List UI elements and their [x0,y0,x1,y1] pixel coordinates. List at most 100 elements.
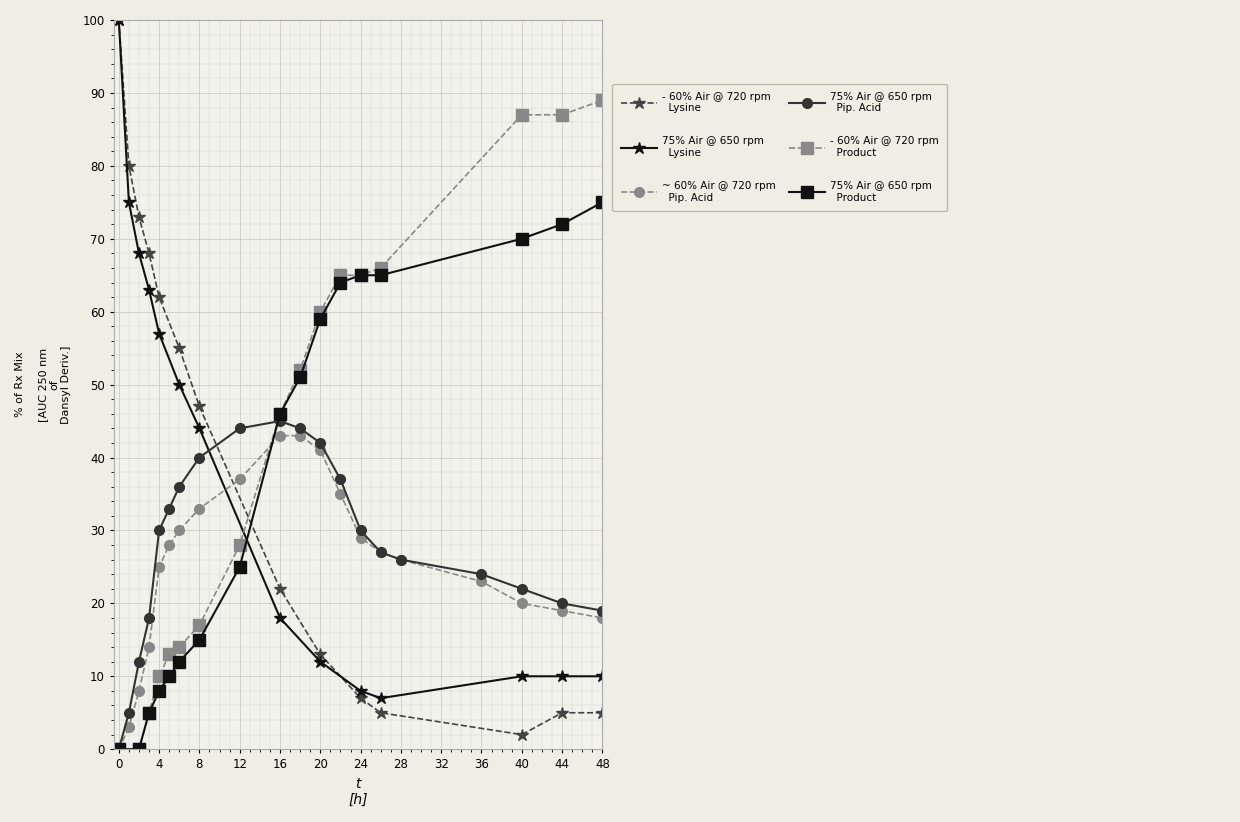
~ 60% Air @ 720 rpm
  Pip. Acid [334,489,348,499]
75% Air @ 650 rpm
  Lysine [353,686,368,695]
- 60% Air @ 720 rpm
  Lysine [112,15,126,25]
75% Air @ 650 rpm
  Pip. Acid [595,606,610,616]
~ 60% Air @ 720 rpm
  Pip. Acid [595,613,610,623]
- 60% Air @ 720 rpm
  Product [515,110,529,120]
X-axis label: t
[h]: t [h] [348,777,368,807]
- 60% Air @ 720 rpm
  Product [373,263,388,273]
- 60% Air @ 720 rpm
  Lysine [151,292,166,302]
75% Air @ 650 rpm
  Product [273,409,288,418]
- 60% Air @ 720 rpm
  Product [151,672,166,681]
~ 60% Air @ 720 rpm
  Pip. Acid [232,474,247,484]
75% Air @ 650 rpm
  Lysine [141,285,156,295]
75% Air @ 650 rpm
  Lysine [373,693,388,703]
~ 60% Air @ 720 rpm
  Pip. Acid [554,606,569,616]
- 60% Air @ 720 rpm
  Product [141,708,156,718]
~ 60% Air @ 720 rpm
  Pip. Acid [141,642,156,652]
75% Air @ 650 rpm
  Lysine [151,329,166,339]
75% Air @ 650 rpm
  Lysine [192,423,207,433]
- 60% Air @ 720 rpm
  Product [192,621,207,630]
75% Air @ 650 rpm
  Lysine [122,197,136,207]
75% Air @ 650 rpm
  Pip. Acid [353,525,368,535]
~ 60% Air @ 720 rpm
  Pip. Acid [192,504,207,514]
- 60% Air @ 720 rpm
  Product [172,642,187,652]
75% Air @ 650 rpm
  Pip. Acid [232,423,247,433]
75% Air @ 650 rpm
  Pip. Acid [554,598,569,608]
75% Air @ 650 rpm
  Product [312,314,327,324]
- 60% Air @ 720 rpm
  Lysine [122,161,136,171]
Line: ~ 60% Air @ 720 rpm
  Pip. Acid: ~ 60% Air @ 720 rpm Pip. Acid [114,431,608,754]
75% Air @ 650 rpm
  Pip. Acid [293,423,308,433]
- 60% Air @ 720 rpm
  Lysine [192,402,207,412]
75% Air @ 650 rpm
  Product [293,372,308,382]
75% Air @ 650 rpm
  Pip. Acid [515,584,529,593]
- 60% Air @ 720 rpm
  Lysine [141,248,156,258]
75% Air @ 650 rpm
  Pip. Acid [373,547,388,557]
~ 60% Air @ 720 rpm
  Pip. Acid [161,540,176,550]
- 60% Air @ 720 rpm
  Product [334,270,348,280]
- 60% Air @ 720 rpm
  Lysine [312,649,327,659]
~ 60% Air @ 720 rpm
  Pip. Acid [122,723,136,732]
75% Air @ 650 rpm
  Lysine [172,380,187,390]
~ 60% Air @ 720 rpm
  Pip. Acid [112,744,126,754]
- 60% Air @ 720 rpm
  Product [293,365,308,375]
- 60% Air @ 720 rpm
  Product [131,744,146,754]
75% Air @ 650 rpm
  Lysine [273,613,288,623]
~ 60% Air @ 720 rpm
  Pip. Acid [172,525,187,535]
75% Air @ 650 rpm
  Product [112,744,126,754]
75% Air @ 650 rpm
  Pip. Acid [131,657,146,667]
Line: 75% Air @ 650 rpm
  Pip. Acid: 75% Air @ 650 rpm Pip. Acid [114,416,608,754]
75% Air @ 650 rpm
  Product [151,686,166,695]
- 60% Air @ 720 rpm
  Product [232,540,247,550]
75% Air @ 650 rpm
  Lysine [515,672,529,681]
75% Air @ 650 rpm
  Lysine [312,657,327,667]
- 60% Air @ 720 rpm
  Lysine [595,708,610,718]
75% Air @ 650 rpm
  Product [515,233,529,243]
75% Air @ 650 rpm
  Pip. Acid [273,416,288,426]
75% Air @ 650 rpm
  Pip. Acid [192,453,207,463]
~ 60% Air @ 720 rpm
  Pip. Acid [353,533,368,543]
- 60% Air @ 720 rpm
  Lysine [172,344,187,353]
75% Air @ 650 rpm
  Product [334,278,348,288]
~ 60% Air @ 720 rpm
  Pip. Acid [273,431,288,441]
75% Air @ 650 rpm
  Product [172,657,187,667]
75% Air @ 650 rpm
  Lysine [131,248,146,258]
75% Air @ 650 rpm
  Product [192,635,207,644]
75% Air @ 650 rpm
  Product [353,270,368,280]
- 60% Air @ 720 rpm
  Product [161,649,176,659]
75% Air @ 650 rpm
  Pip. Acid [122,708,136,718]
75% Air @ 650 rpm
  Product [131,744,146,754]
~ 60% Air @ 720 rpm
  Pip. Acid [151,562,166,572]
75% Air @ 650 rpm
  Pip. Acid [312,438,327,448]
- 60% Air @ 720 rpm
  Product [273,409,288,418]
Line: - 60% Air @ 720 rpm
  Product: - 60% Air @ 720 rpm Product [113,95,608,755]
75% Air @ 650 rpm
  Product [232,562,247,572]
~ 60% Air @ 720 rpm
  Pip. Acid [131,686,146,695]
~ 60% Air @ 720 rpm
  Pip. Acid [312,446,327,455]
75% Air @ 650 rpm
  Pip. Acid [141,613,156,623]
~ 60% Air @ 720 rpm
  Pip. Acid [293,431,308,441]
Line: - 60% Air @ 720 rpm
  Lysine: - 60% Air @ 720 rpm Lysine [113,14,609,741]
- 60% Air @ 720 rpm
  Lysine [273,584,288,593]
75% Air @ 650 rpm
  Product [141,708,156,718]
~ 60% Air @ 720 rpm
  Pip. Acid [393,555,408,565]
Legend: - 60% Air @ 720 rpm
  Lysine, 75% Air @ 650 rpm
  Lysine, ~ 60% Air @ 720 rpm
  : - 60% Air @ 720 rpm Lysine, 75% Air @ 65… [613,84,947,211]
75% Air @ 650 rpm
  Pip. Acid [334,474,348,484]
~ 60% Air @ 720 rpm
  Pip. Acid [373,547,388,557]
- 60% Air @ 720 rpm
  Lysine [131,212,146,222]
75% Air @ 650 rpm
  Product [373,270,388,280]
Y-axis label: % of Rx Mix

[AUC 250 nm
of
Dansyl Deriv.]: % of Rx Mix [AUC 250 nm of Dansyl Deriv.… [15,345,72,424]
- 60% Air @ 720 rpm
  Product [312,307,327,316]
- 60% Air @ 720 rpm
  Product [554,110,569,120]
75% Air @ 650 rpm
  Pip. Acid [393,555,408,565]
75% Air @ 650 rpm
  Pip. Acid [161,504,176,514]
Line: 75% Air @ 650 rpm
  Lysine: 75% Air @ 650 rpm Lysine [113,14,609,704]
~ 60% Air @ 720 rpm
  Pip. Acid [474,576,489,586]
- 60% Air @ 720 rpm
  Lysine [515,730,529,740]
- 60% Air @ 720 rpm
  Product [353,270,368,280]
- 60% Air @ 720 rpm
  Lysine [554,708,569,718]
75% Air @ 650 rpm
  Pip. Acid [112,744,126,754]
- 60% Air @ 720 rpm
  Lysine [353,693,368,703]
75% Air @ 650 rpm
  Pip. Acid [172,482,187,492]
75% Air @ 650 rpm
  Lysine [554,672,569,681]
- 60% Air @ 720 rpm
  Product [112,744,126,754]
